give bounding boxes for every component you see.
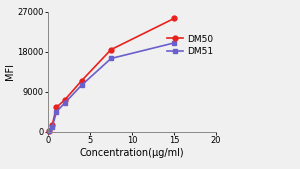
DM50 (50, 124, 54, 126)
DM51 (172, 42, 176, 44)
DM50 (47, 130, 51, 132)
Legend: DM50, DM51: DM50, DM51 (167, 35, 213, 56)
Line: DM51: DM51 (46, 41, 176, 133)
Y-axis label: MFI: MFI (5, 63, 15, 80)
DM50 (55, 106, 58, 108)
DM51 (55, 111, 58, 113)
DM51 (50, 126, 54, 128)
DM50 (172, 17, 176, 19)
DM50 (80, 80, 83, 82)
DM51 (63, 102, 67, 104)
Line: DM50: DM50 (46, 16, 176, 133)
X-axis label: Concentration(μg/ml): Concentration(μg/ml) (80, 148, 184, 158)
DM51 (80, 84, 83, 86)
DM51 (109, 57, 113, 59)
DM50 (63, 99, 67, 101)
DM50 (109, 49, 113, 51)
DM51 (47, 130, 51, 132)
